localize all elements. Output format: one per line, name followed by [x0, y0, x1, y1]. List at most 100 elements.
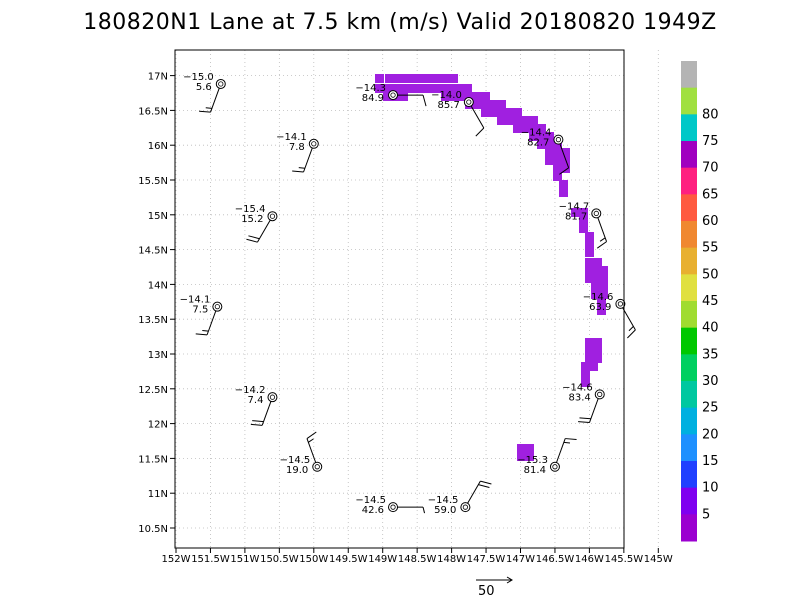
radar-cell	[529, 132, 538, 141]
radar-cell	[599, 290, 608, 299]
radar-cell	[579, 224, 588, 233]
radar-cell	[559, 188, 568, 197]
radar-cell	[553, 164, 562, 173]
dropsonde-wind: 15.2	[241, 214, 263, 225]
radar-cell	[597, 298, 606, 307]
radar-cell	[537, 140, 546, 149]
dropsonde-marker	[308, 138, 319, 149]
dropsonde-marker-inner	[269, 213, 276, 219]
radar-cell	[525, 452, 534, 461]
colorbar-label: 60	[702, 214, 719, 229]
dropsonde-9: −14.663.9	[583, 292, 636, 339]
wind-barb-flag	[478, 484, 490, 488]
radar-cell	[383, 84, 392, 93]
radar-cell	[561, 164, 570, 173]
radar-cell	[581, 378, 590, 387]
radar-cell	[489, 100, 498, 109]
radar-cell	[375, 84, 384, 93]
wind-barb-flag	[480, 480, 492, 485]
radar-cell	[375, 74, 384, 83]
dropsonde-temp: −14.7	[559, 201, 590, 212]
radar-cell	[585, 258, 594, 267]
dropsonde-temp: −15.0	[183, 72, 214, 83]
radar-cell	[505, 108, 514, 117]
colorbar-swatch	[681, 221, 697, 249]
dropsonde-10: −14.27.4	[235, 385, 278, 426]
dropsonde-12: −14.519.0	[280, 431, 323, 476]
dropsonde-marker-inner	[390, 92, 396, 98]
radar-cell	[599, 274, 608, 283]
radar-cell	[447, 84, 456, 93]
dropsonde-temp: −14.4	[521, 128, 552, 139]
radar-cell	[497, 100, 506, 109]
radar-cell	[597, 306, 606, 315]
wind-barb-staff	[464, 480, 481, 508]
dropsonde-marker	[388, 90, 399, 101]
radar-cell	[593, 258, 602, 267]
colorbar-label: 20	[702, 427, 719, 442]
x-tick-label: 145.5W	[605, 554, 644, 565]
wind-barb-flag	[250, 423, 263, 426]
dropsonde-temp: −14.2	[235, 385, 266, 396]
colorbar-label: 35	[702, 347, 719, 362]
dropsonde-marker-inner	[617, 301, 624, 307]
y-tick-label: 13N	[148, 350, 168, 361]
dropsonde-temp: −14.1	[276, 132, 307, 143]
dropsonde-wind: 82.7	[527, 138, 549, 149]
radar-cell	[593, 354, 602, 363]
dropsonde-temp: −14.0	[431, 90, 462, 101]
radar-cell	[529, 116, 538, 125]
radar-cell	[581, 370, 590, 379]
radar-cell	[431, 84, 440, 93]
dropsonde-marker	[215, 78, 226, 89]
radar-cell	[537, 132, 546, 141]
dropsonde-14: −14.542.6	[355, 495, 426, 516]
radar-cell	[407, 84, 416, 93]
dropsonde-6: −15.415.2	[235, 204, 278, 243]
wind-barb-flag	[199, 110, 211, 113]
radar-cell	[585, 240, 594, 249]
radar-cell	[591, 282, 600, 291]
radar-cell	[529, 124, 538, 133]
colorbar-label: 55	[702, 241, 719, 256]
wind-barb-half	[205, 107, 212, 109]
radar-cell	[393, 74, 402, 83]
radar-cell	[433, 74, 442, 83]
wind-barb-staff	[619, 303, 636, 331]
radar-cell	[553, 156, 562, 165]
y-tick-label: 16.5N	[138, 106, 168, 117]
x-tick-label: 146.5W	[536, 554, 575, 565]
colorbar-label: 30	[702, 374, 719, 389]
x-tick-label: 146W	[575, 554, 604, 565]
radar-cell	[559, 180, 568, 189]
radar-cell	[585, 354, 594, 363]
vector-scale-arrowhead	[506, 576, 513, 584]
colorbar-swatch	[681, 141, 697, 169]
radar-cell	[417, 74, 426, 83]
radar-cell	[441, 74, 450, 83]
colorbar-swatch	[681, 114, 697, 142]
dropsonde-temp: −14.5	[428, 495, 459, 506]
wind-barb-half	[563, 441, 571, 444]
radar-cell	[513, 116, 522, 125]
y-tick-label: 12.5N	[138, 385, 168, 396]
dropsonde-temp: −14.5	[355, 495, 386, 506]
colorbar-swatch	[681, 274, 697, 302]
radar-cell	[553, 172, 562, 181]
wind-barb-flag	[559, 167, 569, 175]
dropsonde-temp: −14.5	[280, 455, 311, 466]
dropsonde-temp: −14.3	[355, 83, 386, 94]
radar-cell	[517, 452, 526, 461]
colorbar-label: 5	[702, 507, 710, 522]
wind-barb-flag	[422, 94, 427, 107]
dropsonde-marker-inner	[214, 304, 220, 310]
radar-cell	[385, 74, 394, 83]
y-tick-label: 17N	[148, 72, 168, 83]
dropsonde-3: −14.085.7	[431, 90, 485, 137]
colorbar-label: 45	[702, 294, 719, 309]
x-tick-label: 149.5W	[329, 554, 368, 565]
wind-barb-flag	[195, 333, 208, 336]
radar-cell	[383, 92, 392, 101]
colorbar-swatch	[681, 434, 697, 462]
